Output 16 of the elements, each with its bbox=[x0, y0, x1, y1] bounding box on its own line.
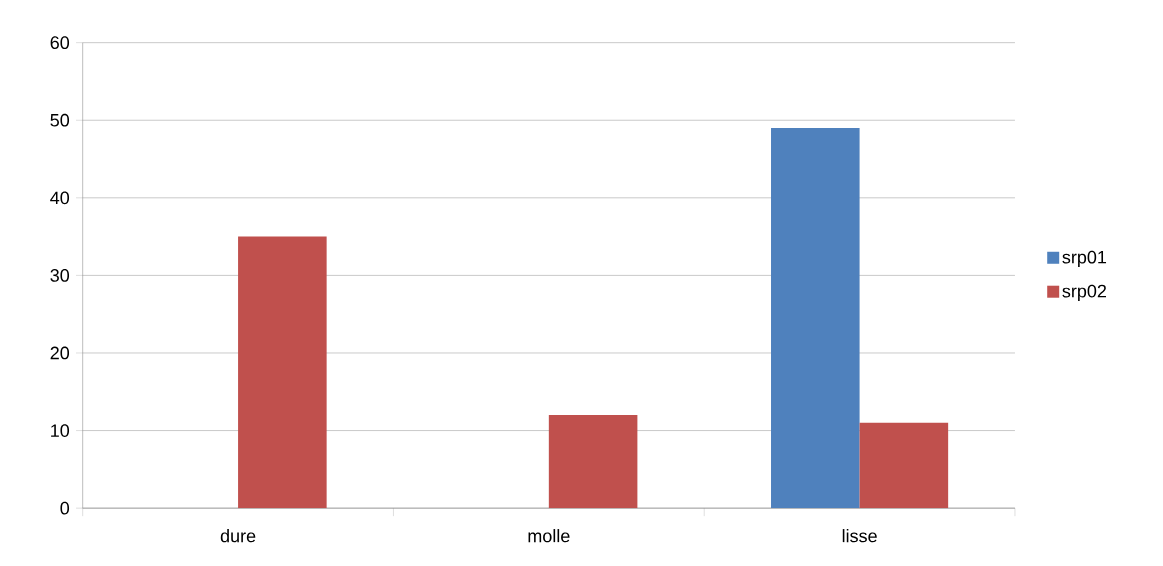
y-tick-label: 40 bbox=[50, 191, 70, 205]
legend-label: srp02 bbox=[1062, 284, 1107, 301]
y-tick-label: 20 bbox=[50, 346, 70, 360]
x-tick-label: dure bbox=[220, 529, 256, 543]
y-tick-label: 0 bbox=[60, 501, 70, 515]
y-tick-label: 10 bbox=[51, 424, 70, 437]
y-tick-label: 50 bbox=[50, 113, 70, 127]
x-tick-label: lisse bbox=[842, 529, 877, 543]
y-tick-label: 60 bbox=[50, 36, 70, 49]
y-tick-label: 30 bbox=[50, 268, 70, 282]
bar bbox=[771, 127, 860, 509]
legend-label: srp01 bbox=[1062, 250, 1107, 268]
bar bbox=[238, 236, 327, 509]
bar bbox=[548, 414, 638, 509]
bar bbox=[859, 422, 949, 509]
x-tick-label: molle bbox=[528, 529, 570, 543]
